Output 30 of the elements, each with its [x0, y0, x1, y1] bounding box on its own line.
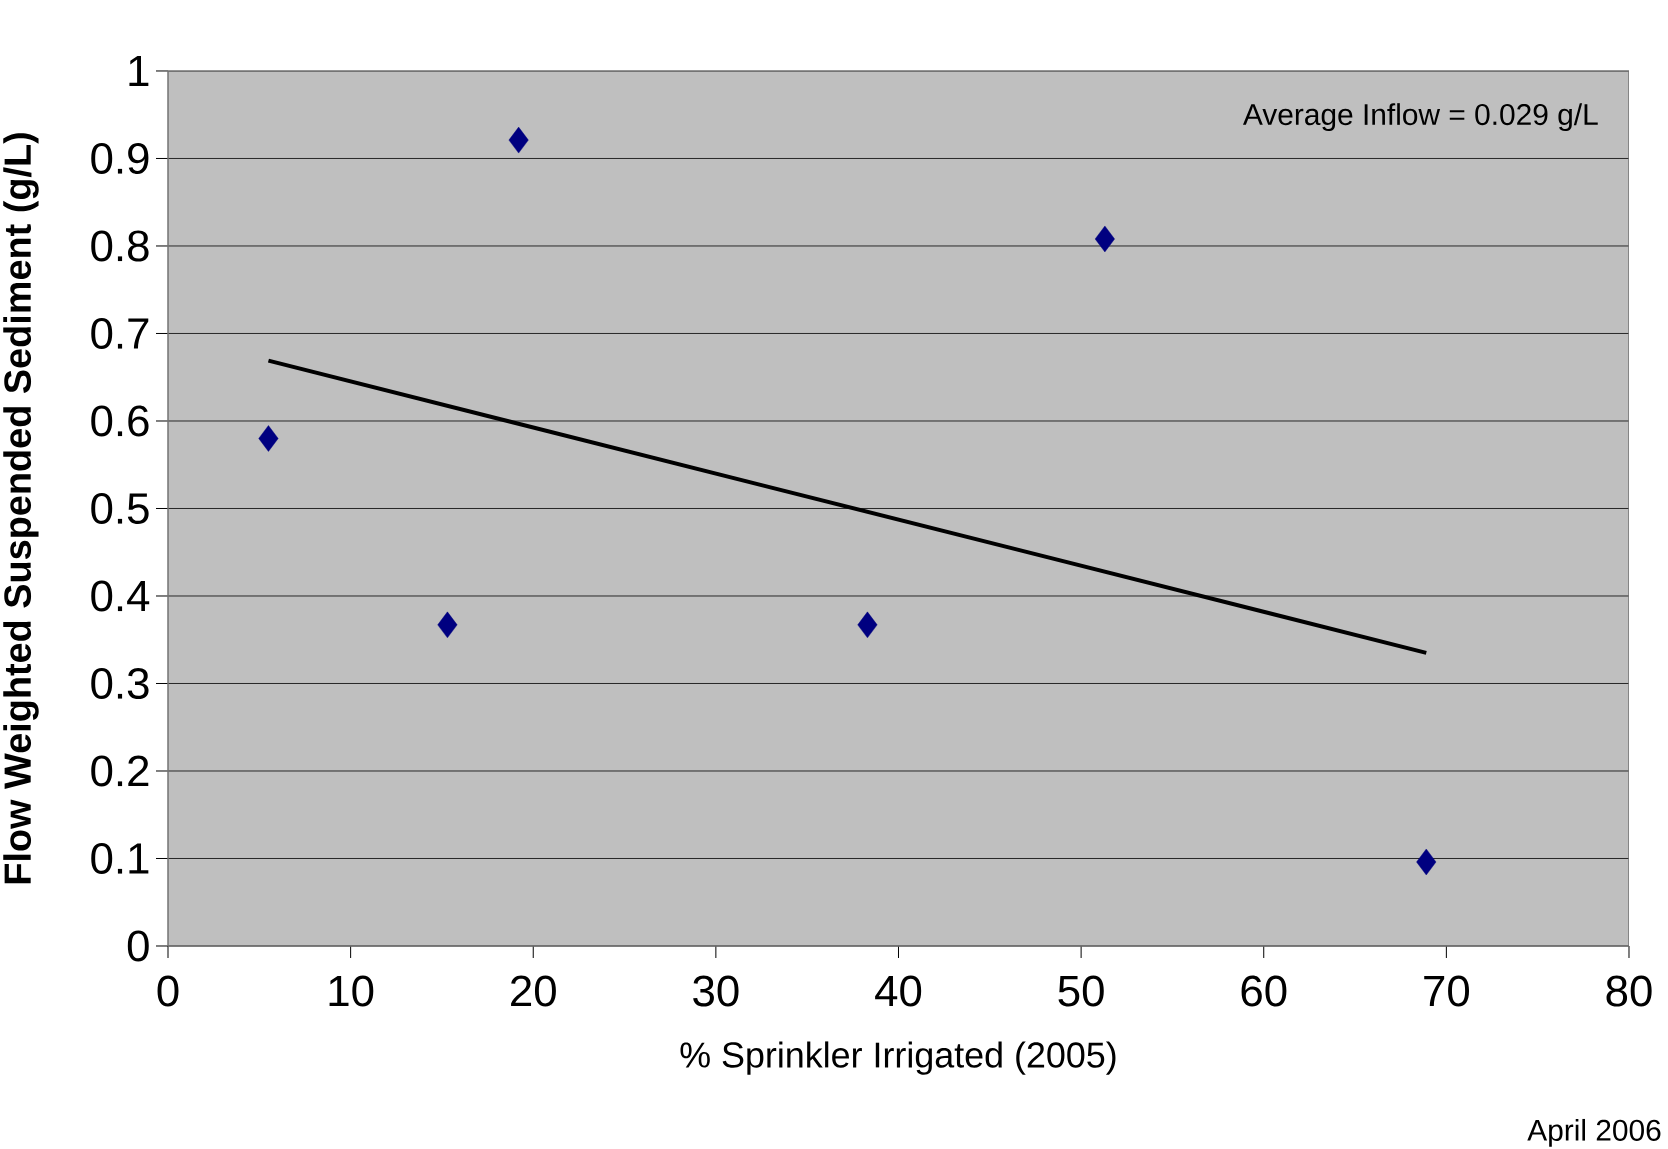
x-tick-label: 40 [875, 975, 922, 1007]
x-axis-title: % Sprinkler Irrigated (2005) [680, 1041, 1116, 1075]
y-tick-label: 0.7 [91, 317, 149, 349]
y-tick-label: 0.2 [91, 755, 149, 787]
y-tick-label: 0.9 [91, 142, 149, 174]
x-tick-label: 80 [1606, 975, 1652, 1007]
y-tick-label: 0.8 [91, 230, 149, 262]
y-tick-label: 0.4 [91, 580, 150, 612]
x-tick-label: 10 [329, 975, 374, 1007]
x-tick-label: 30 [693, 975, 739, 1007]
y-tick-label: 0.1 [91, 842, 149, 875]
point [437, 611, 458, 639]
x-tick-label: 0 [157, 975, 179, 1007]
point [1416, 848, 1437, 876]
annotation: Average Inflow = 0.029 g/L [1242, 103, 1598, 132]
x-tick-label: 20 [511, 975, 556, 1007]
text: April 2006 [1527, 1118, 1661, 1147]
point [857, 611, 878, 639]
x-tick-label: 60 [1241, 975, 1287, 1007]
x-tick-label: 50 [1058, 975, 1104, 1007]
point [508, 126, 529, 154]
point [258, 425, 279, 452]
y-tick-label: 0.3 [91, 667, 149, 699]
y-tick-label: 0 [127, 930, 149, 962]
y-tick-label: 1 [129, 55, 149, 87]
x-tick-label: 70 [1424, 975, 1470, 1007]
point [1094, 225, 1115, 253]
y-tick-label: 0.6 [91, 405, 149, 437]
y-axis-title: Flow Weighted Suspended Sediment (g/L) [3, 133, 39, 884]
y-tick-label: 0.5 [91, 492, 149, 524]
